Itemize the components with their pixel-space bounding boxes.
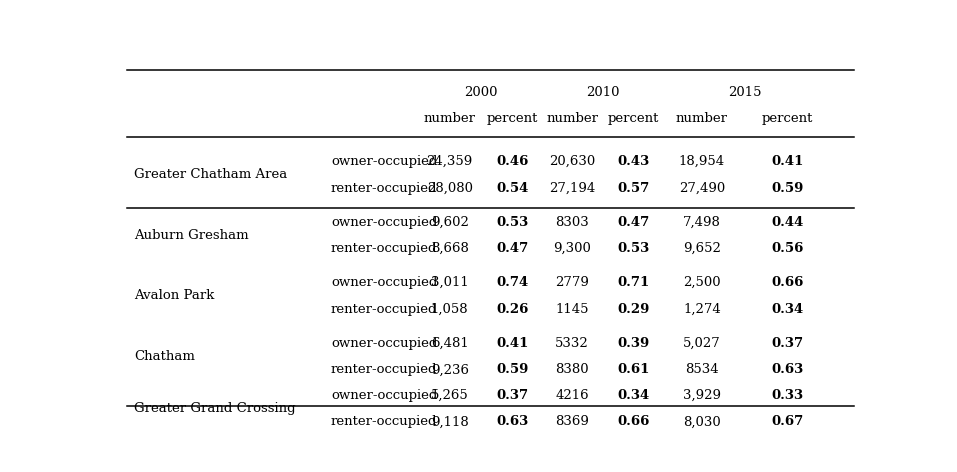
Text: 0.74: 0.74 — [497, 276, 529, 289]
Text: 2779: 2779 — [555, 276, 589, 289]
Text: 27,194: 27,194 — [549, 182, 595, 195]
Text: Greater Chatham Area: Greater Chatham Area — [135, 168, 288, 181]
Text: 9,236: 9,236 — [431, 363, 469, 377]
Text: 0.54: 0.54 — [497, 182, 529, 195]
Text: 9,118: 9,118 — [431, 415, 469, 429]
Text: 0.56: 0.56 — [771, 242, 803, 255]
Text: 0.37: 0.37 — [771, 337, 803, 350]
Text: 0.57: 0.57 — [617, 182, 650, 195]
Text: 1145: 1145 — [555, 303, 589, 316]
Text: percent: percent — [608, 112, 659, 125]
Text: 0.47: 0.47 — [497, 242, 529, 255]
Text: owner-occupied: owner-occupied — [331, 389, 437, 402]
Text: 24,359: 24,359 — [427, 155, 473, 168]
Text: 8534: 8534 — [685, 363, 719, 377]
Text: owner-occupied: owner-occupied — [331, 276, 437, 289]
Text: 1,058: 1,058 — [431, 303, 469, 316]
Text: 18,954: 18,954 — [679, 155, 724, 168]
Text: 2,500: 2,500 — [683, 276, 721, 289]
Text: 0.66: 0.66 — [771, 276, 803, 289]
Text: 6,481: 6,481 — [431, 337, 469, 350]
Text: 0.34: 0.34 — [617, 389, 650, 402]
Text: 0.37: 0.37 — [497, 389, 529, 402]
Text: 0.47: 0.47 — [617, 216, 650, 228]
Text: 0.39: 0.39 — [617, 337, 650, 350]
Text: 3,011: 3,011 — [431, 276, 469, 289]
Text: 8380: 8380 — [555, 363, 589, 377]
Text: 0.41: 0.41 — [771, 155, 803, 168]
Text: number: number — [676, 112, 728, 125]
Text: 0.67: 0.67 — [771, 415, 803, 429]
Text: 0.44: 0.44 — [771, 216, 803, 228]
Text: renter-occupied: renter-occupied — [331, 303, 437, 316]
Text: 0.63: 0.63 — [497, 415, 529, 429]
Text: owner-occupied: owner-occupied — [331, 216, 437, 228]
Text: number: number — [546, 112, 598, 125]
Text: 2015: 2015 — [727, 86, 761, 100]
Text: Avalon Park: Avalon Park — [135, 289, 214, 303]
Text: 0.59: 0.59 — [771, 182, 803, 195]
Text: renter-occupied: renter-occupied — [331, 415, 437, 429]
Text: renter-occupied: renter-occupied — [331, 242, 437, 255]
Text: 8,030: 8,030 — [683, 415, 721, 429]
Text: 27,490: 27,490 — [679, 182, 725, 195]
Text: owner-occupied: owner-occupied — [331, 155, 437, 168]
Text: 8369: 8369 — [555, 415, 589, 429]
Text: 9,300: 9,300 — [553, 242, 591, 255]
Text: 0.46: 0.46 — [497, 155, 529, 168]
Text: 5,027: 5,027 — [683, 337, 721, 350]
Text: 8303: 8303 — [555, 216, 589, 228]
Text: 20,630: 20,630 — [549, 155, 595, 168]
Text: 0.26: 0.26 — [497, 303, 529, 316]
Text: 7,498: 7,498 — [683, 216, 721, 228]
Text: renter-occupied: renter-occupied — [331, 363, 437, 377]
Text: 0.63: 0.63 — [771, 363, 803, 377]
Text: percent: percent — [487, 112, 539, 125]
Text: 9,602: 9,602 — [431, 216, 469, 228]
Text: 0.53: 0.53 — [497, 216, 529, 228]
Text: 0.29: 0.29 — [617, 303, 650, 316]
Text: 0.41: 0.41 — [497, 337, 529, 350]
Text: 0.59: 0.59 — [497, 363, 529, 377]
Text: 3,929: 3,929 — [683, 389, 721, 402]
Text: 5,265: 5,265 — [431, 389, 469, 402]
Text: 8,668: 8,668 — [431, 242, 469, 255]
Text: 0.66: 0.66 — [617, 415, 650, 429]
Text: owner-occupied: owner-occupied — [331, 337, 437, 350]
Text: percent: percent — [762, 112, 812, 125]
Text: Greater Grand Crossing: Greater Grand Crossing — [135, 402, 296, 415]
Text: 0.43: 0.43 — [617, 155, 650, 168]
Text: 0.53: 0.53 — [617, 242, 650, 255]
Text: 9,652: 9,652 — [683, 242, 721, 255]
Text: 0.33: 0.33 — [771, 389, 803, 402]
Text: 1,274: 1,274 — [683, 303, 721, 316]
Text: renter-occupied: renter-occupied — [331, 182, 437, 195]
Text: 5332: 5332 — [555, 337, 589, 350]
Text: 2010: 2010 — [586, 86, 619, 100]
Text: 0.71: 0.71 — [617, 276, 650, 289]
Text: 28,080: 28,080 — [427, 182, 473, 195]
Text: 4216: 4216 — [555, 389, 589, 402]
Text: number: number — [424, 112, 476, 125]
Text: Auburn Gresham: Auburn Gresham — [135, 229, 249, 242]
Text: 0.34: 0.34 — [771, 303, 803, 316]
Text: Chatham: Chatham — [135, 350, 195, 363]
Text: 2000: 2000 — [464, 86, 498, 100]
Text: 0.61: 0.61 — [617, 363, 650, 377]
